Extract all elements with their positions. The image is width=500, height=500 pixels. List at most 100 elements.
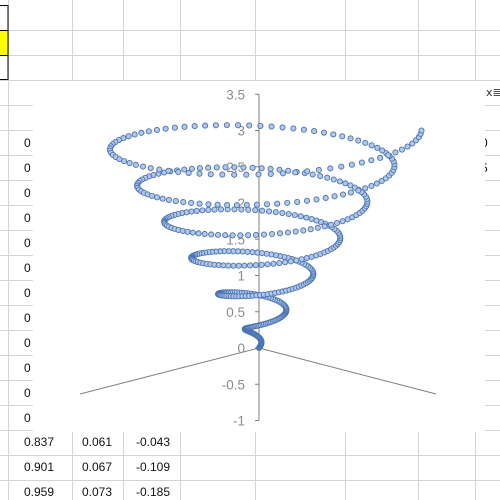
- data-point: [237, 232, 244, 239]
- data-point: [284, 199, 291, 206]
- cell-value[interactable]: 0: [24, 386, 31, 400]
- data-point: [347, 135, 354, 142]
- data-point: [253, 201, 260, 208]
- data-point: [181, 123, 188, 130]
- data-point: [188, 199, 195, 206]
- cell-value[interactable]: -0.185: [136, 485, 171, 499]
- chart-area[interactable]: 3.532.521.510.50-0.5-1: [33, 81, 485, 432]
- data-point: [298, 256, 305, 263]
- data-point: [147, 165, 154, 172]
- data-point: [201, 230, 208, 238]
- data-point: [193, 207, 200, 214]
- cell-value[interactable]: 0: [24, 186, 31, 200]
- data-point: [321, 223, 328, 230]
- data-point: [230, 262, 237, 269]
- cell-value[interactable]: 0: [24, 286, 31, 300]
- cell-value[interactable]: 0: [24, 361, 31, 375]
- data-point: [377, 154, 384, 161]
- data-point: [274, 200, 281, 207]
- data-point: [258, 261, 265, 268]
- cell-value[interactable]: 0.901: [24, 460, 55, 474]
- data-point: [339, 191, 347, 198]
- data-point: [211, 206, 218, 213]
- data-point: [195, 230, 202, 237]
- data-point: [212, 122, 219, 129]
- data-point: [297, 213, 304, 220]
- data-point: [392, 149, 399, 156]
- data-point: [265, 208, 273, 215]
- data-point: [379, 147, 386, 154]
- data-point: [257, 122, 264, 129]
- data-point: [246, 122, 253, 129]
- data-point: [205, 201, 212, 208]
- data-point: [213, 164, 220, 171]
- column-filter-icon[interactable]: x≣: [486, 86, 500, 99]
- z-tick-label: 1: [237, 269, 245, 284]
- z-tick-label: -1: [233, 414, 245, 429]
- data-point: [373, 180, 380, 187]
- data-point: [294, 198, 301, 205]
- data-point: [292, 169, 299, 176]
- data-point: [285, 210, 292, 218]
- data-point: [222, 232, 229, 239]
- data-point: [139, 163, 146, 170]
- data-point: [330, 131, 337, 138]
- data-point: [259, 207, 266, 214]
- data-point: [171, 124, 178, 131]
- data-point: [368, 142, 375, 149]
- data-point: [292, 228, 299, 235]
- cell-value[interactable]: 0.067: [82, 460, 113, 474]
- data-point: [267, 170, 274, 178]
- data-point: [398, 146, 405, 153]
- data-point: [300, 227, 307, 234]
- cell-value[interactable]: 0: [24, 261, 31, 275]
- data-point: [409, 140, 416, 147]
- spiral-chart[interactable]: 3.532.521.510.50-0.5-1: [33, 81, 485, 432]
- cell-value[interactable]: 0.061: [82, 435, 113, 449]
- cell-value[interactable]: 0.073: [82, 485, 113, 499]
- cell-value[interactable]: -0.109: [136, 460, 171, 474]
- z-tick-label: 3.5: [226, 87, 245, 102]
- cell-value[interactable]: 0.837: [24, 435, 55, 449]
- data-point: [276, 230, 284, 237]
- data-point: [368, 182, 375, 189]
- data-point: [202, 122, 209, 129]
- cell-value[interactable]: 0.959: [24, 485, 55, 499]
- data-point: [188, 165, 195, 172]
- cell-value[interactable]: -0.043: [136, 435, 171, 449]
- data-point: [159, 195, 166, 202]
- data-point: [252, 262, 259, 269]
- data-point: [355, 137, 362, 144]
- data-point: [185, 169, 192, 176]
- data-point: [165, 196, 172, 203]
- cell-value[interactable]: 0: [24, 311, 31, 325]
- data-point: [338, 163, 345, 170]
- cell-value[interactable]: 0: [24, 211, 31, 225]
- data-point: [240, 164, 247, 171]
- data-point: [324, 174, 331, 181]
- cell-value[interactable]: 0: [24, 336, 31, 350]
- cell-value[interactable]: 0: [24, 136, 31, 150]
- data-point: [290, 125, 297, 132]
- data-point: [264, 261, 271, 268]
- data-point: [222, 164, 229, 171]
- data-point: [249, 164, 256, 171]
- data-point: [180, 199, 187, 206]
- data-point: [231, 164, 238, 171]
- data-point: [258, 165, 265, 172]
- data-point: [229, 232, 236, 239]
- data-point: [339, 133, 346, 140]
- data-point: [268, 123, 275, 130]
- cell-value[interactable]: 0: [24, 411, 31, 425]
- data-point: [300, 126, 307, 133]
- cell-value[interactable]: 0: [24, 236, 31, 250]
- z-tick-label: 0.5: [226, 305, 245, 320]
- data-point: [307, 226, 314, 233]
- data-point: [358, 159, 365, 166]
- cell-value[interactable]: 0: [24, 161, 31, 175]
- data-point: [291, 212, 298, 219]
- data-point: [293, 257, 300, 264]
- data-point: [267, 165, 274, 173]
- data-point: [235, 262, 242, 269]
- data-point: [322, 194, 329, 202]
